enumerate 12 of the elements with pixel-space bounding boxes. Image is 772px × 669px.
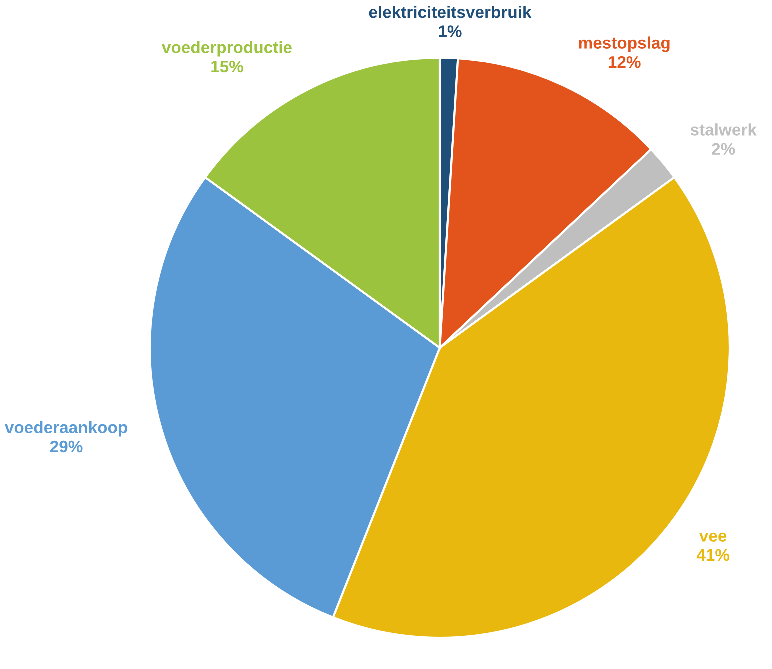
- data-label: 2%: [712, 143, 736, 155]
- data-label: 15%: [212, 60, 244, 73]
- slice-label: vee: [699, 532, 727, 542]
- slice-label: stalwerk: [690, 124, 757, 136]
- data-label: 1%: [439, 26, 462, 38]
- slice-label: mestopslag: [579, 36, 670, 52]
- slice-label: elektriciteitsverbruik: [369, 6, 532, 18]
- data-label: 29%: [50, 440, 83, 453]
- data-label: 12%: [608, 56, 641, 68]
- data-label: 41%: [696, 549, 730, 562]
- slice-label: voederaankoop: [4, 421, 128, 437]
- slice-label: voederproductie: [162, 41, 292, 57]
